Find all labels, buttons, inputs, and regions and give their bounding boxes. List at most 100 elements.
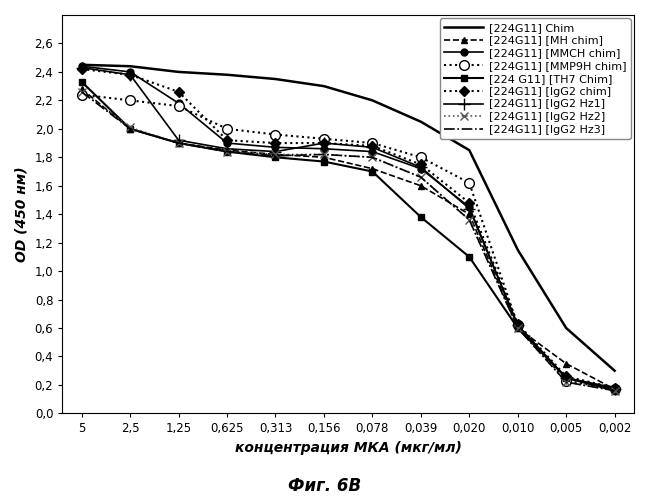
[224G11] [IgG2 Hz1] [127,72,134,78]
[224G11] [MMP9H chim] [514,322,522,328]
[224G11] [MMP9H chim] [127,98,134,103]
[224 G11] [TH7 Chim] [223,148,231,154]
[224 G11] [TH7 Chim] [320,158,328,164]
[224G11] [IgG2 Hz3] [78,89,86,95]
[224G11] [IgG2 Hz1] [611,386,618,392]
[224G11] [MMCH chim] [465,204,473,210]
[224G11] [MH chim] [127,126,134,132]
[224G11] [IgG2 Hz3] [271,153,279,159]
[224 G11] [TH7 Chim] [465,254,473,260]
[224G11] [IgG2 Hz1] [223,146,231,152]
[224G11] [MH chim] [271,152,279,158]
Line: [224G11] [IgG2 Hz1]: [224G11] [IgG2 Hz1] [76,62,620,395]
Line: [224G11] Chim: [224G11] Chim [82,65,615,370]
[224 G11] [TH7 Chim] [417,214,424,220]
[224G11] [MMCH chim] [562,375,570,381]
[224G11] [MH chim] [369,166,376,172]
[224G11] [IgG2 Hz3] [611,388,618,394]
[224G11] [IgG2 Hz2] [417,174,424,180]
[224G11] [MMP9H chim] [223,126,231,132]
[224 G11] [TH7 Chim] [514,325,522,331]
[224G11] [IgG2 chim] [127,72,134,78]
[224G11] [IgG2 Hz2] [271,152,279,158]
[224G11] [IgG2 Hz1] [271,148,279,154]
[224G11] [IgG2 chim] [514,321,522,327]
[224 G11] [TH7 Chim] [78,79,86,85]
[224G11] [IgG2 Hz1] [562,375,570,381]
[224G11] [MMCH chim] [271,144,279,150]
[224G11] [IgG2 chim] [223,137,231,143]
Y-axis label: OD (450 нм): OD (450 нм) [15,166,29,262]
Legend: [224G11] Chim, [224G11] [MH chim], [224G11] [MMCH chim], [224G11] [MMP9H chim], : [224G11] Chim, [224G11] [MH chim], [224G… [440,18,631,140]
Line: [224G11] [IgG2 Hz2]: [224G11] [IgG2 Hz2] [77,88,618,395]
[224 G11] [TH7 Chim] [175,140,182,146]
[224 G11] [TH7 Chim] [611,388,618,394]
X-axis label: концентрация МКА (мкг/мл): концентрация МКА (мкг/мл) [235,441,461,455]
[224G11] [IgG2 Hz2] [514,325,522,331]
[224G11] Chim [223,72,231,78]
[224G11] Chim [175,69,182,75]
[224 G11] [TH7 Chim] [369,168,376,174]
[224G11] [MH chim] [417,182,424,188]
[224G11] [MH chim] [514,325,522,331]
[224G11] [IgG2 Hz1] [175,137,182,143]
[224G11] Chim [320,83,328,89]
[224G11] [MMCH chim] [175,100,182,106]
[224G11] [IgG2 Hz2] [320,152,328,158]
[224 G11] [TH7 Chim] [562,375,570,381]
[224G11] [IgG2 Hz3] [223,148,231,154]
[224G11] [MMP9H chim] [369,140,376,146]
[224G11] [IgG2 chim] [175,89,182,95]
[224G11] [MH chim] [175,140,182,146]
Line: [224 G11] [TH7 Chim]: [224 G11] [TH7 Chim] [79,78,618,394]
[224G11] [MMCH chim] [611,385,618,391]
Text: Фиг. 6В: Фиг. 6В [288,477,361,495]
[224G11] [MH chim] [611,386,618,392]
[224G11] [IgG2 Hz1] [320,140,328,146]
[224G11] [MH chim] [223,147,231,153]
Line: [224G11] [MMP9H chim]: [224G11] [MMP9H chim] [77,90,620,394]
[224G11] [MMP9H chim] [417,154,424,160]
[224G11] [IgG2 Hz1] [78,64,86,70]
[224G11] [IgG2 Hz2] [175,140,182,146]
[224G11] [MMCH chim] [369,148,376,154]
[224G11] [MMP9H chim] [175,103,182,109]
[224G11] Chim [562,325,570,331]
[224G11] [IgG2 chim] [271,140,279,146]
[224G11] [IgG2 chim] [369,143,376,149]
[224G11] [MMCH chim] [78,63,86,69]
[224G11] [MMCH chim] [417,166,424,172]
[224G11] [IgG2 chim] [562,374,570,380]
[224G11] [IgG2 Hz1] [514,322,522,328]
[224G11] [MMP9H chim] [611,386,618,392]
Line: [224G11] [MH chim]: [224G11] [MH chim] [79,86,618,392]
[224G11] Chim [369,98,376,103]
[224G11] Chim [271,76,279,82]
[224G11] Chim [127,63,134,69]
[224G11] [MMP9H chim] [271,132,279,138]
[224G11] [MMP9H chim] [320,136,328,142]
[224G11] Chim [465,147,473,153]
[224G11] Chim [611,368,618,374]
[224G11] [MH chim] [78,86,86,92]
[224G11] [MH chim] [465,211,473,217]
[224G11] [IgG2 Hz3] [127,126,134,132]
[224G11] [IgG2 chim] [611,385,618,391]
[224G11] [IgG2 Hz3] [320,152,328,158]
[224G11] Chim [514,247,522,253]
[224 G11] [TH7 Chim] [271,154,279,160]
Line: [224G11] [MMCH chim]: [224G11] [MMCH chim] [79,63,618,392]
[224G11] [IgG2 Hz3] [175,140,182,146]
[224G11] [IgG2 chim] [417,162,424,168]
[224G11] [IgG2 chim] [320,140,328,146]
[224G11] [IgG2 Hz2] [465,217,473,223]
[224G11] [IgG2 Hz1] [369,144,376,150]
[224G11] [MMP9H chim] [78,92,86,98]
[224G11] [MMCH chim] [223,140,231,146]
[224G11] [MMCH chim] [320,146,328,152]
[224G11] [IgG2 Hz2] [611,388,618,394]
[224G11] [MH chim] [320,154,328,160]
[224G11] [IgG2 Hz2] [369,154,376,160]
[224G11] [MH chim] [562,360,570,366]
[224G11] [IgG2 chim] [465,200,473,206]
